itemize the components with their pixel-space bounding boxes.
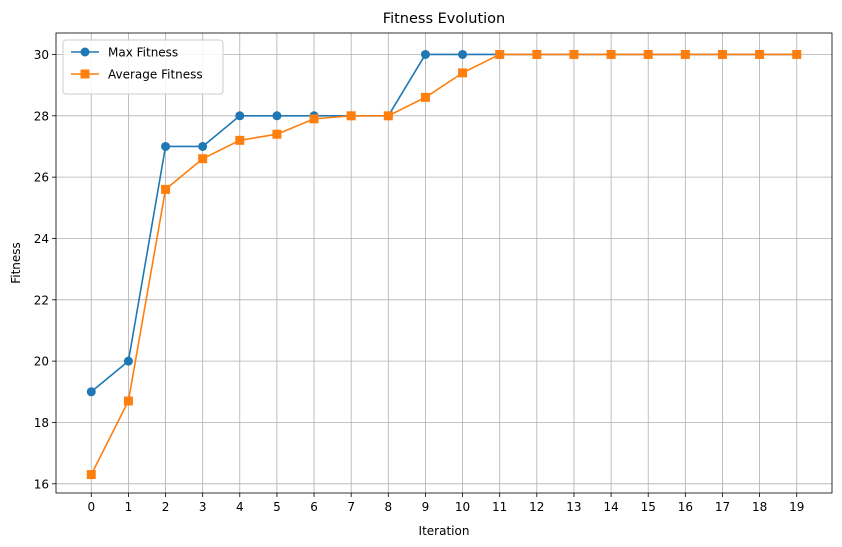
legend-entry: Max Fitness [71, 46, 178, 60]
data-point [495, 49, 505, 59]
data-point [792, 49, 802, 59]
x-tick-label: 4 [236, 500, 244, 514]
x-axis-label: Iteration [419, 524, 470, 538]
data-point [420, 49, 430, 59]
x-tick-label: 12 [529, 500, 544, 514]
legend-box [62, 39, 224, 95]
x-tick-label: 15 [641, 500, 656, 514]
data-point [420, 92, 430, 102]
axis-ticks: 0 1 2 3 4 5 6 7 8 9 10 11 12 13 14 15 16 17 18 191618202224… [34, 48, 805, 514]
legend-label: Max Fitness [108, 46, 178, 60]
x-tick-label: 2 [162, 500, 170, 514]
data-point [309, 114, 319, 124]
data-point [346, 111, 356, 121]
data-point [755, 49, 765, 59]
plot-frame [55, 32, 833, 494]
series-2 [86, 49, 802, 480]
data-point [235, 135, 245, 145]
data-point [383, 111, 393, 121]
data-point [606, 49, 616, 59]
legend-marker [80, 69, 90, 79]
x-tick-label: 10 [455, 500, 470, 514]
x-tick-label: 17 [715, 500, 730, 514]
data-point [458, 49, 468, 59]
x-tick-label: 13 [566, 500, 581, 514]
data-point [198, 154, 208, 164]
y-tick-label: 24 [34, 232, 49, 246]
series-layer [86, 49, 802, 480]
x-tick-label: 11 [492, 500, 507, 514]
y-tick-label: 30 [34, 48, 49, 62]
x-tick-label: 16 [678, 500, 693, 514]
data-point [569, 49, 579, 59]
x-tick-label: 18 [752, 500, 767, 514]
data-point [86, 470, 96, 480]
series-line [90, 53, 797, 475]
y-tick-label: 28 [34, 109, 49, 123]
x-tick-label: 1 [125, 500, 133, 514]
x-tick-label: 19 [789, 500, 804, 514]
data-point [198, 141, 208, 151]
x-tick-label: 3 [199, 500, 207, 514]
y-tick-label: 18 [34, 416, 49, 430]
x-tick-label: 8 [384, 500, 392, 514]
data-point [86, 387, 96, 397]
chart-title: Fitness Evolution [383, 11, 505, 27]
legend-entry: Average Fitness [71, 68, 203, 82]
y-tick-label: 26 [34, 171, 49, 185]
y-tick-label: 20 [34, 355, 49, 369]
x-tick-label: 6 [310, 500, 318, 514]
legend: Max Fitness Average Fitness [62, 39, 224, 95]
legend-label: Average Fitness [108, 68, 203, 82]
x-tick-label: 9 [422, 500, 430, 514]
x-tick-label: 5 [273, 500, 281, 514]
y-tick-label: 16 [34, 477, 49, 491]
data-point [272, 129, 282, 139]
data-point [717, 49, 727, 59]
data-point [123, 396, 133, 406]
data-point [643, 49, 653, 59]
y-axis-label: Fitness [9, 242, 23, 284]
data-point [123, 356, 133, 366]
data-point [458, 68, 468, 78]
data-point [161, 184, 171, 194]
data-point [532, 49, 542, 59]
x-tick-label: 14 [603, 500, 618, 514]
y-tick-label: 22 [34, 293, 49, 307]
data-point [235, 111, 245, 121]
data-point [680, 49, 690, 59]
x-tick-label: 0 [87, 500, 95, 514]
x-tick-label: 7 [347, 500, 355, 514]
data-point [272, 111, 282, 121]
data-point [161, 141, 171, 151]
legend-marker [80, 47, 90, 57]
